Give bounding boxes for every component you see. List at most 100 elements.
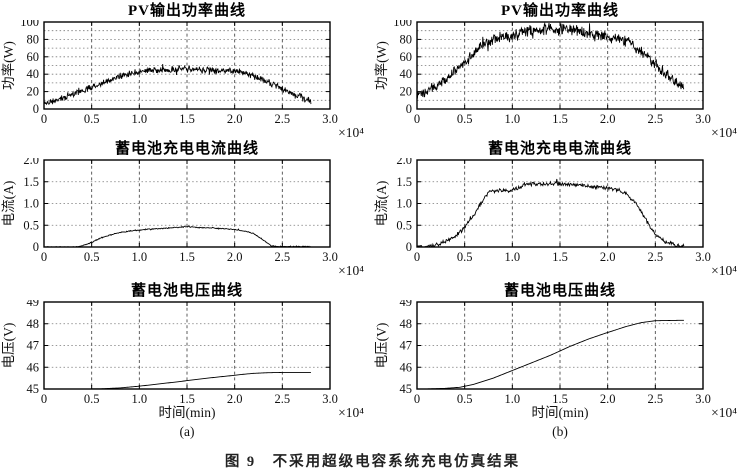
svg-text:0: 0 [33,102,39,116]
svg-text:电流(A): 电流(A) [1,181,16,227]
svg-text:2.5: 2.5 [648,250,664,264]
svg-text:1.0: 1.0 [505,250,521,264]
svg-text:0.5: 0.5 [23,218,39,232]
svg-text:1.5: 1.5 [396,175,412,189]
svg-text:45: 45 [400,382,413,396]
svg-text:0: 0 [41,112,47,126]
svg-text:45: 45 [27,382,40,396]
svg-text:3.0: 3.0 [695,392,711,406]
svg-text:2.0: 2.0 [600,112,616,126]
svg-text:1.5: 1.5 [179,112,195,126]
svg-text:2.5: 2.5 [648,392,664,406]
svg-text:0.5: 0.5 [457,250,473,264]
svg-text:0: 0 [406,240,412,254]
subplot-battery-voltage-b: 蓄电池电压曲线 0 0.5 1.0 1.5 2.0 2.5 3.0 45 46 47 48 49 电压(… [373,282,745,442]
svg-text:电压(V): 电压(V) [1,323,16,369]
svg-text:1.0: 1.0 [132,250,148,264]
svg-text:40: 40 [400,67,413,81]
svg-text:2.0: 2.0 [227,392,243,406]
svg-text:功率(W): 功率(W) [373,41,389,90]
svg-text:49: 49 [400,300,413,309]
svg-text:(b): (b) [552,424,568,439]
svg-text:时间(min): 时间(min) [159,405,216,420]
svg-text:2.5: 2.5 [275,392,291,406]
svg-text:100: 100 [393,20,412,29]
chart-title-battery-voltage-a: 蓄电池电压曲线 [130,283,243,299]
svg-text:60: 60 [400,50,413,64]
battery-voltage-chart-b: 0 0.5 1.0 1.5 2.0 2.5 3.0 45 46 47 48 49 电压(V) ×10⁴ 时间… [374,300,737,439]
svg-text:47: 47 [27,339,40,353]
svg-text:80: 80 [27,32,40,46]
svg-text:46: 46 [400,360,413,374]
svg-text:2.0: 2.0 [23,158,39,167]
svg-text:×10⁴: ×10⁴ [338,125,364,138]
svg-text:1.0: 1.0 [132,112,148,126]
battery-voltage-chart-a: 0 0.5 1.0 1.5 2.0 2.5 3.0 45 46 47 48 49 电压(V) ×10⁴ 时间… [1,300,364,439]
svg-text:47: 47 [400,339,413,353]
chart-title-pv-power-a: PV输出功率曲线 [128,3,246,19]
svg-text:100: 100 [20,20,39,29]
svg-text:3.0: 3.0 [695,112,711,126]
subplot-pv-power-b: PV输出功率曲线 0 0.5 1.0 1.5 2.0 2.5 3.0 0 20 40 60 80 100… [373,2,745,138]
svg-text:1.0: 1.0 [396,197,412,211]
svg-text:2.0: 2.0 [600,392,616,406]
subplot-battery-current-b: 蓄电池充电电流曲线 0 0.5 1.0 1.5 2.0 2.5 3.0 0 0.5 1.0 1.5 2… [373,140,745,276]
svg-text:1.0: 1.0 [23,197,39,211]
svg-text:1.5: 1.5 [552,392,568,406]
battery-current-chart-a: 0 0.5 1.0 1.5 2.0 2.5 3.0 0 0.5 1.0 1.5 2.0 电流(A) ×10… [1,158,364,276]
svg-text:0: 0 [414,112,420,126]
svg-text:0.5: 0.5 [84,250,100,264]
svg-text:(a): (a) [180,424,195,439]
svg-text:电压(V): 电压(V) [374,323,389,369]
subplot-battery-voltage-a: 蓄电池电压曲线 0 0.5 1.0 1.5 2.0 2.5 3.0 45 46 47 48 49 电压(… [0,282,372,442]
svg-text:2.5: 2.5 [275,112,291,126]
svg-text:20: 20 [27,85,40,99]
svg-text:1.0: 1.0 [132,392,148,406]
svg-text:0.5: 0.5 [457,112,473,126]
svg-text:×10⁴: ×10⁴ [338,263,364,276]
svg-text:3.0: 3.0 [322,112,338,126]
svg-text:3.0: 3.0 [695,250,711,264]
svg-text:3.0: 3.0 [322,392,338,406]
svg-text:20: 20 [400,85,413,99]
figure-caption: 图 9 不采用超级电容系统充电仿真结果 [224,454,521,470]
svg-text:×10⁴: ×10⁴ [711,263,737,276]
chart-title-battery-voltage-b: 蓄电池电压曲线 [503,283,616,299]
svg-text:功率(W): 功率(W) [0,41,16,90]
svg-text:1.5: 1.5 [179,250,195,264]
svg-text:0: 0 [414,250,420,264]
svg-text:1.5: 1.5 [23,175,39,189]
svg-text:0.5: 0.5 [396,218,412,232]
battery-current-chart-b: 0 0.5 1.0 1.5 2.0 2.5 3.0 0 0.5 1.0 1.5 2.0 电流(A) ×10… [374,158,737,276]
svg-text:3.0: 3.0 [322,250,338,264]
svg-text:0.5: 0.5 [84,112,100,126]
svg-text:80: 80 [400,32,413,46]
svg-text:60: 60 [27,50,40,64]
svg-text:46: 46 [27,360,40,374]
svg-text:48: 48 [27,317,40,331]
svg-text:0.5: 0.5 [457,392,473,406]
subplot-battery-current-a: 蓄电池充电电流曲线 0 0.5 1.0 1.5 2.0 2.5 3.0 0 0.5 1.0 1.5 2… [0,140,372,276]
svg-text:48: 48 [400,317,413,331]
svg-text:0.5: 0.5 [84,392,100,406]
svg-text:1.5: 1.5 [552,250,568,264]
svg-text:1.5: 1.5 [552,112,568,126]
svg-text:0: 0 [406,102,412,116]
svg-text:1.0: 1.0 [505,112,521,126]
chart-title-battery-current-b: 蓄电池充电电流曲线 [487,141,632,157]
svg-text:0: 0 [41,250,47,264]
svg-text:2.0: 2.0 [396,158,412,167]
svg-text:×10⁴: ×10⁴ [711,405,737,420]
svg-text:0: 0 [33,240,39,254]
svg-text:0: 0 [41,392,47,406]
svg-text:×10⁴: ×10⁴ [338,405,364,420]
svg-text:0: 0 [414,392,420,406]
svg-text:2.5: 2.5 [275,250,291,264]
svg-text:×10⁴: ×10⁴ [711,125,737,138]
svg-text:电流(A): 电流(A) [374,181,389,227]
chart-title-pv-power-b: PV输出功率曲线 [501,3,619,19]
svg-text:1.5: 1.5 [179,392,195,406]
